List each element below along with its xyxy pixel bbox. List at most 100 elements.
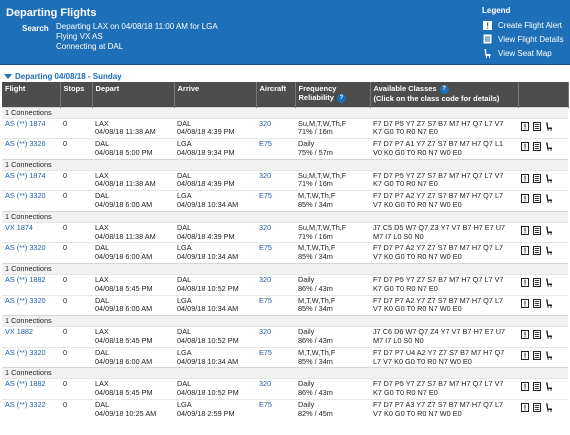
depart-airport-link[interactable]: DAL [95, 243, 110, 253]
class-codes-link[interactable]: F7 D7 P7 A2 Y7 Z7 S7 B7 M7 H7 Q7 L7 [373, 295, 504, 305]
class-codes-link[interactable]: V7 K0 G0 T0 R0 N7 W0 E0 [373, 304, 462, 314]
flight-number-link[interactable]: VX 1874 [2, 221, 60, 243]
seat-icon[interactable] [545, 226, 553, 235]
alert-icon[interactable] [521, 246, 529, 256]
details-icon[interactable] [533, 403, 541, 413]
class-codes-link[interactable]: F7 D7 P7 A3 Y7 Z7 S7 B7 M7 H7 Q7 L7 [373, 400, 504, 410]
depart-airport-link[interactable]: LAX [95, 327, 109, 337]
flight-number-link[interactable]: AS (**) 1882 [2, 378, 60, 400]
flight-number-link[interactable]: AS (**) 3320 [2, 190, 60, 212]
flight-number-link[interactable]: AS (**) 1874 [2, 169, 60, 191]
details-icon[interactable] [533, 382, 541, 392]
class-codes-link[interactable]: V0 K0 G0 T0 R0 N7 W0 E0 [373, 147, 462, 157]
arrive-airport-link[interactable]: DAL [177, 118, 192, 128]
seat-icon[interactable] [545, 246, 553, 256]
alert-icon[interactable] [521, 330, 529, 340]
class-codes-link[interactable]: M7 I7 L0 S0 N0 [373, 336, 424, 346]
class-codes-link[interactable]: J7 C5 D5 W7 Q7 Z3 Y7 V7 B7 H7 E7 U7 [373, 222, 506, 232]
seat-icon[interactable] [545, 330, 553, 340]
arrive-airport-link[interactable]: LGA [177, 243, 192, 253]
flight-number-link[interactable]: AS (**) 3322 [2, 399, 60, 420]
flight-number-link[interactable]: AS (**) 3326 [2, 138, 60, 160]
alert-icon[interactable] [521, 382, 529, 392]
departing-section-toggle[interactable]: Departing 04/08/18 - Sunday [0, 71, 570, 82]
aircraft-link[interactable]: 320 [256, 274, 295, 296]
flight-number-link[interactable]: AS (**) 1874 [2, 117, 60, 139]
alert-icon[interactable] [521, 278, 529, 288]
class-codes-link[interactable]: K7 G0 T0 R0 N7 E0 [373, 283, 438, 293]
seat-icon[interactable] [545, 174, 553, 183]
class-codes-link[interactable]: F7 D7 P5 Y7 Z7 S7 B7 M7 H7 Q7 L7 V7 [373, 275, 504, 285]
depart-airport-link[interactable]: LAX [95, 222, 109, 232]
flight-number-link[interactable]: AS (**) 3320 [2, 242, 60, 264]
class-codes-link[interactable]: K7 G0 T0 R0 N7 E0 [373, 388, 438, 398]
aircraft-link[interactable]: E75 [256, 346, 295, 368]
class-codes-link[interactable]: F7 D7 P7 U4 A2 Y7 Z7 S7 B7 M7 H7 Q7 [373, 347, 505, 357]
help-icon[interactable]: ? [336, 93, 346, 103]
details-icon[interactable] [533, 278, 541, 288]
alert-icon[interactable] [521, 403, 529, 413]
arrive-airport-link[interactable]: LGA [177, 295, 192, 305]
details-icon[interactable] [533, 194, 541, 204]
class-codes-link[interactable]: V7 K0 G0 T0 R0 N7 W0 E0 [373, 200, 462, 210]
depart-airport-link[interactable]: LAX [95, 118, 109, 128]
arrive-airport-link[interactable]: DAL [177, 222, 192, 232]
depart-airport-link[interactable]: DAL [95, 347, 110, 357]
class-codes-link[interactable]: F7 D7 P5 Y7 Z7 S7 B7 M7 H7 Q7 L7 V7 [373, 379, 504, 389]
arrive-airport-link[interactable]: LGA [177, 347, 192, 357]
aircraft-link[interactable]: 320 [256, 169, 295, 191]
details-icon[interactable] [533, 298, 541, 308]
aircraft-link[interactable]: 320 [256, 326, 295, 348]
class-codes-link[interactable]: F7 D7 P7 A2 Y7 Z7 S7 B7 M7 H7 Q7 L7 [373, 191, 504, 201]
seat-icon[interactable] [545, 142, 553, 152]
aircraft-link[interactable]: 320 [256, 378, 295, 400]
seat-icon[interactable] [545, 382, 553, 392]
seat-icon[interactable] [545, 194, 553, 204]
seat-icon[interactable] [545, 403, 553, 413]
class-codes-link[interactable]: V7 K0 G0 T0 R0 N7 W0 E0 [373, 408, 462, 418]
details-icon[interactable] [533, 246, 541, 256]
class-codes-link[interactable]: L7 V7 K0 G0 T0 R0 N7 W0 E0 [373, 356, 472, 366]
details-icon[interactable] [533, 225, 541, 235]
class-codes-link[interactable]: F7 D7 P7 A1 Y7 Z7 S7 B7 M7 H7 Q7 L1 [373, 139, 504, 149]
class-codes-link[interactable]: V7 K0 G0 T0 R0 N7 W0 E0 [373, 252, 462, 262]
class-codes-link[interactable]: J7 C6 D6 W7 Q7 Z4 Y7 V7 B7 H7 E7 U7 [373, 327, 506, 337]
aircraft-link[interactable]: E75 [256, 190, 295, 212]
alert-icon[interactable] [521, 194, 529, 204]
depart-airport-link[interactable]: DAL [95, 400, 110, 410]
details-icon[interactable] [533, 173, 541, 183]
aircraft-link[interactable]: E75 [256, 399, 295, 420]
alert-icon[interactable] [521, 350, 529, 360]
seat-icon[interactable] [545, 299, 553, 308]
seat-icon[interactable] [545, 351, 553, 360]
class-codes-link[interactable]: K7 G0 T0 R0 N7 E0 [373, 127, 438, 137]
class-codes-link[interactable]: M7 I7 L0 S0 N0 [373, 231, 424, 241]
seat-icon[interactable] [545, 278, 553, 288]
depart-airport-link[interactable]: DAL [95, 139, 110, 149]
arrive-airport-link[interactable]: LGA [177, 191, 192, 201]
aircraft-link[interactable]: 320 [256, 221, 295, 243]
arrive-airport-link[interactable]: LGA [177, 400, 192, 410]
arrive-airport-link[interactable]: DAL [177, 170, 192, 180]
alert-icon[interactable] [521, 173, 529, 183]
flight-number-link[interactable]: AS (**) 3320 [2, 346, 60, 368]
depart-airport-link[interactable]: LAX [95, 379, 109, 389]
flight-number-link[interactable]: AS (**) 1882 [2, 274, 60, 296]
alert-icon[interactable] [521, 225, 529, 235]
details-icon[interactable] [533, 330, 541, 340]
depart-airport-link[interactable]: LAX [95, 275, 109, 285]
arrive-airport-link[interactable]: DAL [177, 379, 192, 389]
aircraft-link[interactable]: E75 [256, 138, 295, 160]
aircraft-link[interactable]: E75 [256, 242, 295, 264]
depart-airport-link[interactable]: LAX [95, 170, 109, 180]
alert-icon[interactable] [521, 298, 529, 308]
class-codes-link[interactable]: F7 D7 P7 A2 Y7 Z7 S7 B7 M7 H7 Q7 L7 [373, 243, 504, 253]
help-icon[interactable]: ? [439, 84, 449, 94]
class-codes-link[interactable]: K7 G0 T0 R0 N7 E0 [373, 179, 438, 189]
details-icon[interactable] [533, 142, 541, 152]
flight-number-link[interactable]: VX 1882 [2, 326, 60, 348]
class-codes-link[interactable]: F7 D7 P5 Y7 Z7 S7 B7 M7 H7 Q7 L7 V7 [373, 118, 504, 128]
flight-number-link[interactable]: AS (**) 3320 [2, 294, 60, 316]
class-codes-link[interactable]: F7 D7 P5 Y7 Z7 S7 B7 M7 H7 Q7 L7 V7 [373, 170, 504, 180]
arrive-airport-link[interactable]: LGA [177, 139, 192, 149]
